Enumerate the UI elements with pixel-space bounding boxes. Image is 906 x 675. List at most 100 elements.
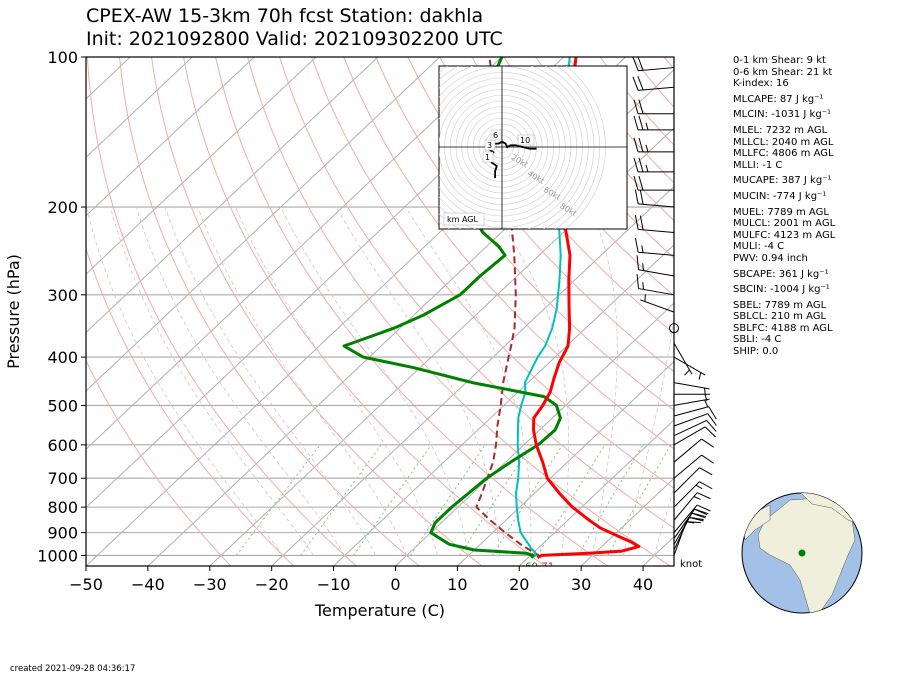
wind-barb (636, 274, 675, 296)
hodograph-height-box (490, 129, 502, 141)
wind-barb (673, 454, 714, 479)
index-line: MLLFC: 4806 m AGL (733, 148, 834, 160)
wind-barb (633, 137, 674, 153)
barb-full (633, 157, 639, 173)
barb-shaft (673, 508, 696, 539)
hodograph-trace (486, 140, 537, 179)
barb-half (642, 282, 644, 290)
wind-barb (673, 413, 717, 427)
barb-full (633, 137, 639, 153)
y-tick-label: 400 (47, 348, 78, 367)
wind-barb (634, 237, 675, 256)
dry-adiabat (824, 57, 906, 566)
created-timestamp: created 2021-09-28 04:36:17 (10, 664, 136, 674)
dry-adiabat (375, 57, 674, 411)
wind-barb (633, 115, 674, 131)
barb-full (636, 274, 640, 289)
x-tick-label: −30 (193, 575, 227, 594)
isotherm (457, 360, 674, 566)
isotherm (271, 185, 674, 566)
dry-adiabat (343, 57, 674, 450)
dry-adiabat (86, 359, 232, 566)
moist-adiabat (110, 206, 315, 556)
mixing-ratio-line (459, 444, 532, 556)
index-line: MLLI: -1 C (733, 159, 783, 171)
index-line: SBLI: -4 C (733, 334, 782, 346)
y-tick-label: 300 (47, 286, 78, 305)
barb-half (641, 245, 644, 253)
barb-shaft (673, 467, 700, 494)
barb-full (634, 237, 639, 253)
mixing-ratio-line (353, 444, 432, 556)
axes: −50 −40 −30 −20 −10 0 10 20 30 40 100 200 300 400 500 6… (4, 48, 653, 620)
barb-full (636, 255, 640, 270)
barb-full (696, 504, 711, 512)
isotherm (86, 57, 317, 275)
barb-unit-label: knot (680, 559, 703, 570)
hodograph-height-label: 6 (493, 131, 498, 140)
barb-full (706, 420, 717, 432)
wind-barb (634, 189, 675, 208)
hodograph-frame (438, 65, 628, 230)
wind-barb (640, 294, 675, 313)
index-line: MULI: -4 C (733, 241, 785, 253)
y-tick-label: 900 (47, 524, 78, 543)
y-tick-label: 500 (47, 396, 78, 415)
parcel-profile (475, 57, 540, 559)
barb-shaft (673, 419, 707, 437)
moist-adiabat (197, 206, 408, 556)
barb-full (634, 215, 639, 230)
barb-half (645, 164, 649, 173)
barb-full (639, 189, 644, 205)
hodograph-legend-box (443, 212, 485, 226)
wind-barb (673, 467, 713, 494)
dry-adiabat (407, 57, 674, 373)
sfc-temperature-label: 71 (541, 562, 554, 573)
moist-adiabat (164, 206, 377, 556)
moist-adiabat (589, 206, 618, 556)
hodograph-height-box (482, 151, 494, 163)
x-tick-label: 0 (390, 575, 400, 594)
index-line: SBCIN: -1004 J kg⁻¹ (733, 284, 830, 296)
moist-adiabat (491, 206, 569, 556)
mixing-ratio-line (607, 444, 672, 556)
x-tick-label: −40 (131, 575, 165, 594)
hodograph-legend: km AGL (447, 215, 479, 224)
x-axis-label: Temperature (C) (314, 601, 445, 620)
barb-shaft (673, 406, 709, 417)
wind-barb (632, 76, 675, 91)
barb-full (693, 508, 708, 516)
y-tick-label: 700 (47, 469, 78, 488)
barb-shaft (673, 438, 702, 463)
barb-shaft (638, 251, 675, 256)
barb-full (632, 76, 639, 91)
x-tick-label: 40 (633, 575, 653, 594)
barb-full (701, 454, 714, 464)
index-line: MULFC: 4123 m AGL (733, 229, 836, 241)
barb-full (638, 157, 644, 173)
index-line: MLCIN: -1031 J kg⁻¹ (733, 109, 831, 121)
barb-shaft (673, 413, 708, 427)
hodograph-height-label: 10 (520, 136, 530, 145)
hodograph-height-label: 3 (487, 141, 492, 150)
barb-full (699, 467, 713, 476)
x-tick-label: −50 (69, 575, 103, 594)
barb-shaft (673, 426, 706, 446)
wind-barb (673, 521, 701, 556)
barb-full (639, 215, 644, 230)
index-line: SHIP: 0.0 (733, 346, 779, 358)
mixing-ratio-line (577, 444, 644, 556)
wind-barb (673, 356, 706, 380)
barb-full (637, 76, 644, 91)
barb-shaft (673, 454, 702, 479)
barb-full (704, 426, 716, 438)
barb-half (704, 399, 709, 407)
barb-full (638, 137, 644, 153)
moist-adiabat (622, 315, 674, 556)
barb-shaft (638, 288, 675, 296)
barb-full (708, 406, 717, 420)
x-tick-label: −10 (317, 575, 351, 594)
y-tick-label: 1000 (37, 546, 78, 565)
barb-full (637, 56, 644, 71)
dry-adiabat (151, 57, 483, 566)
